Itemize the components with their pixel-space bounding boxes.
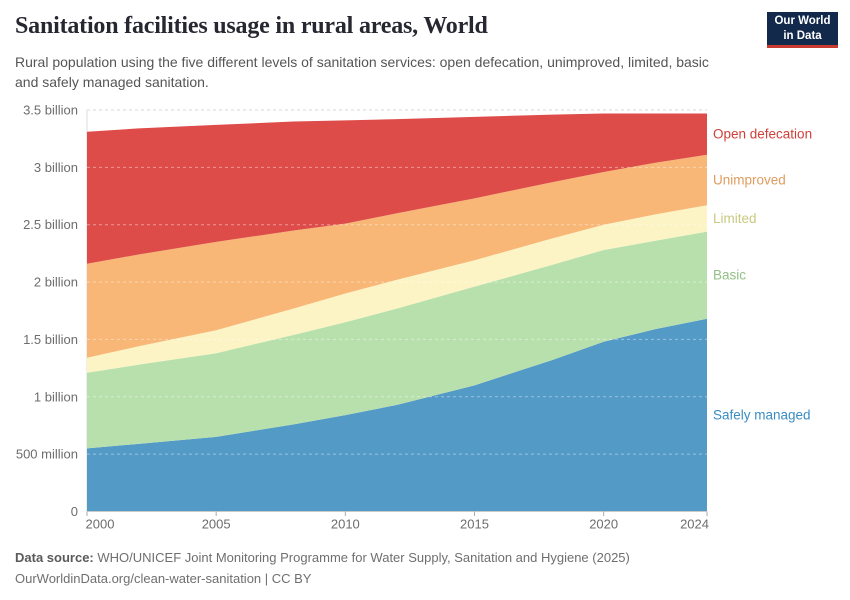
y-tick-label-3-billion: 3 billion: [34, 160, 78, 175]
legend-label-open-defecation[interactable]: Open defecation: [713, 127, 812, 142]
x-tick-label-2015: 2015: [460, 517, 489, 532]
chart-footer: Data source: WHO/UNICEF Joint Monitoring…: [15, 547, 630, 589]
y-tick-label-0: 0: [71, 504, 78, 519]
y-tick-label-1-billion: 1 billion: [34, 389, 78, 404]
x-tick-label-2010: 2010: [331, 517, 360, 532]
y-tick-label-3-5-billion: 3.5 billion: [23, 103, 78, 118]
owid-logo[interactable]: Our World in Data: [767, 12, 838, 48]
legend-label-unimproved[interactable]: Unimproved: [713, 172, 786, 187]
owid-logo-line1: Our World: [774, 15, 831, 28]
chart-subtitle: Rural population using the five differen…: [15, 54, 709, 91]
y-tick-label-500-million: 500 million: [16, 447, 78, 462]
y-tick-label-2-billion: 2 billion: [34, 275, 78, 290]
data-source-line: Data source: WHO/UNICEF Joint Monitoring…: [15, 547, 630, 568]
x-tick-label-2005: 2005: [202, 517, 231, 532]
area-limited[interactable]: [87, 205, 707, 373]
x-tick-label-2000: 2000: [86, 517, 115, 532]
owid-logo-accent-bar: [767, 45, 838, 48]
legend-label-limited[interactable]: Limited: [713, 211, 757, 226]
owid-logo-line2: in Data: [783, 29, 822, 42]
area-unimproved[interactable]: [87, 154, 707, 358]
area-open-defecation[interactable]: [87, 113, 707, 264]
x-tick-label-2020: 2020: [589, 517, 618, 532]
license-line[interactable]: OurWorldinData.org/clean-water-sanitatio…: [15, 571, 312, 586]
y-tick-label-1-5-billion: 1.5 billion: [23, 332, 78, 347]
page-title: Sanitation facilities usage in rural are…: [15, 13, 488, 39]
data-source-text: WHO/UNICEF Joint Monitoring Programme fo…: [93, 550, 630, 565]
y-tick-label-2-5-billion: 2.5 billion: [23, 217, 78, 232]
legend-label-safely-managed[interactable]: Safely managed: [713, 408, 811, 423]
data-source-label: Data source:: [15, 550, 94, 565]
x-tick-label-2024: 2024: [680, 517, 709, 532]
legend-label-basic[interactable]: Basic: [713, 268, 746, 283]
area-safely-managed[interactable]: [87, 318, 707, 512]
area-basic[interactable]: [87, 231, 707, 449]
